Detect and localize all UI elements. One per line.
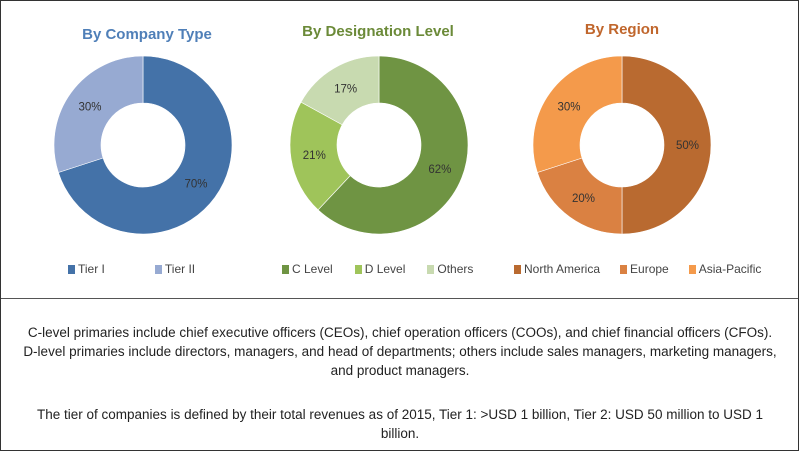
legend-label: C Level (292, 262, 333, 276)
legend-item: Others (427, 262, 473, 276)
donut-slice-others (300, 55, 380, 126)
donut-slice-asia-pacific (532, 55, 623, 173)
donut-slice-europe (536, 157, 623, 235)
legend-label: D Level (364, 262, 406, 276)
legend-label: Tier II (164, 262, 196, 276)
legend-designation-level: C Level D Level Others (282, 262, 499, 276)
data-label: 62% (428, 164, 451, 176)
charts-area: By Company Type By Designation Level By … (53, 21, 787, 276)
legend-item: Tier I (68, 262, 105, 276)
donut-slice-tier-i (57, 55, 233, 235)
legend-item: D Level (354, 262, 406, 276)
donut-charts: 70% 30% 62% 21% 17% 50% 20% 30% (53, 55, 712, 235)
legend-item: North America (514, 262, 600, 276)
legend-swatch (154, 264, 162, 274)
legend-swatch (688, 264, 696, 274)
legend-item: Tier II (154, 262, 196, 276)
donut-slice-c-level (317, 55, 469, 235)
legend-label: Asia-Pacific (698, 262, 762, 276)
chart-title-region: By Region (584, 21, 660, 38)
legend-item: Europe (620, 262, 669, 276)
data-label: 30% (78, 102, 101, 114)
legend-swatch (354, 264, 362, 274)
data-label: 21% (303, 150, 326, 162)
chart-title-company-type: By Company Type (82, 26, 212, 43)
data-label: 30% (557, 102, 580, 114)
donut-slice-tier-ii (53, 55, 144, 173)
legend-item: Asia-Pacific (688, 262, 762, 276)
legend-item: C Level (282, 262, 333, 276)
legend-label: Tier I (78, 262, 105, 276)
legend-swatch (427, 264, 435, 274)
data-label: 70% (184, 178, 207, 190)
chart-title-designation-level: By Designation Level (302, 23, 454, 40)
data-label: 20% (572, 193, 595, 205)
legend-swatch (282, 264, 289, 274)
data-label: 17% (334, 84, 357, 96)
legend-label: Others (437, 262, 474, 276)
legend-company-type: Tier I Tier II (68, 262, 221, 276)
legend-swatch (514, 264, 521, 274)
note-tier: The tier of companies is defined by thei… (37, 407, 763, 441)
legend-label: Europe (630, 262, 669, 276)
note-designation: C-level primaries include chief executiv… (23, 325, 777, 378)
legend-swatch (620, 264, 628, 274)
legend-region: North America Europe Asia-Pacific (514, 262, 787, 276)
legend-swatch (68, 264, 75, 274)
data-label: 50% (676, 140, 699, 152)
donut-slice-north-america (621, 55, 712, 235)
legend-label: North America (524, 262, 601, 276)
notes-box: C-level primaries include chief executiv… (1, 298, 798, 451)
